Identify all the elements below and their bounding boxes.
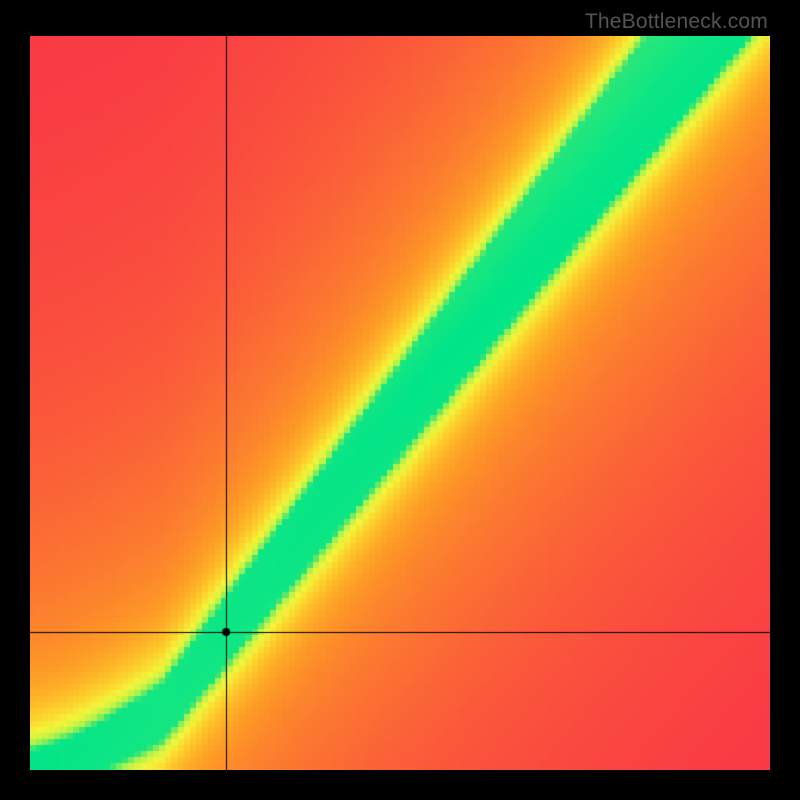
chart-container: TheBottleneck.com xyxy=(0,0,800,800)
watermark-label: TheBottleneck.com xyxy=(585,10,768,34)
bottleneck-heatmap xyxy=(30,36,770,770)
